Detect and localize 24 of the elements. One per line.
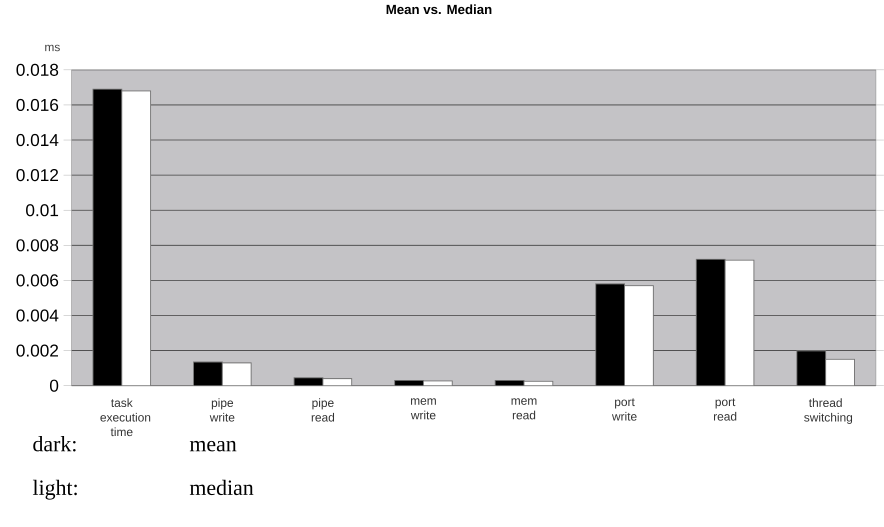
y-tick-label: 0.01 (26, 204, 58, 216)
text: light: (32, 480, 77, 500)
y-tick-label: 0.004 (16, 310, 58, 322)
x-tick-label: pipe write (210, 398, 234, 422)
x-tick-label: task execution time (100, 398, 150, 436)
chart-title: Mean vs. Median (386, 4, 492, 14)
y-tick-label: 0.006 (16, 274, 58, 287)
x-tick-label: pipe read (312, 398, 334, 422)
y-tick-label: 0.008 (16, 239, 58, 252)
x-tick-label: port write (612, 398, 637, 421)
x-tick-label: thread switching (804, 398, 852, 424)
text: dark: (33, 436, 76, 452)
y-tick-label: 0.012 (16, 169, 58, 182)
y-tick-label: 0.002 (16, 344, 58, 357)
x-tick-label: mem read (512, 398, 536, 420)
y-axis-title: ms (45, 44, 60, 52)
y-tick-label: 0 (50, 380, 58, 392)
text: median (190, 480, 254, 496)
y-tick-label: 0.016 (16, 99, 58, 112)
y-tick-label: 0.014 (16, 134, 58, 146)
text: mean (190, 441, 236, 452)
x-tick-label: port read (714, 398, 736, 421)
y-tick-label: 0.018 (16, 64, 58, 76)
x-tick-label: mem write (410, 398, 436, 420)
